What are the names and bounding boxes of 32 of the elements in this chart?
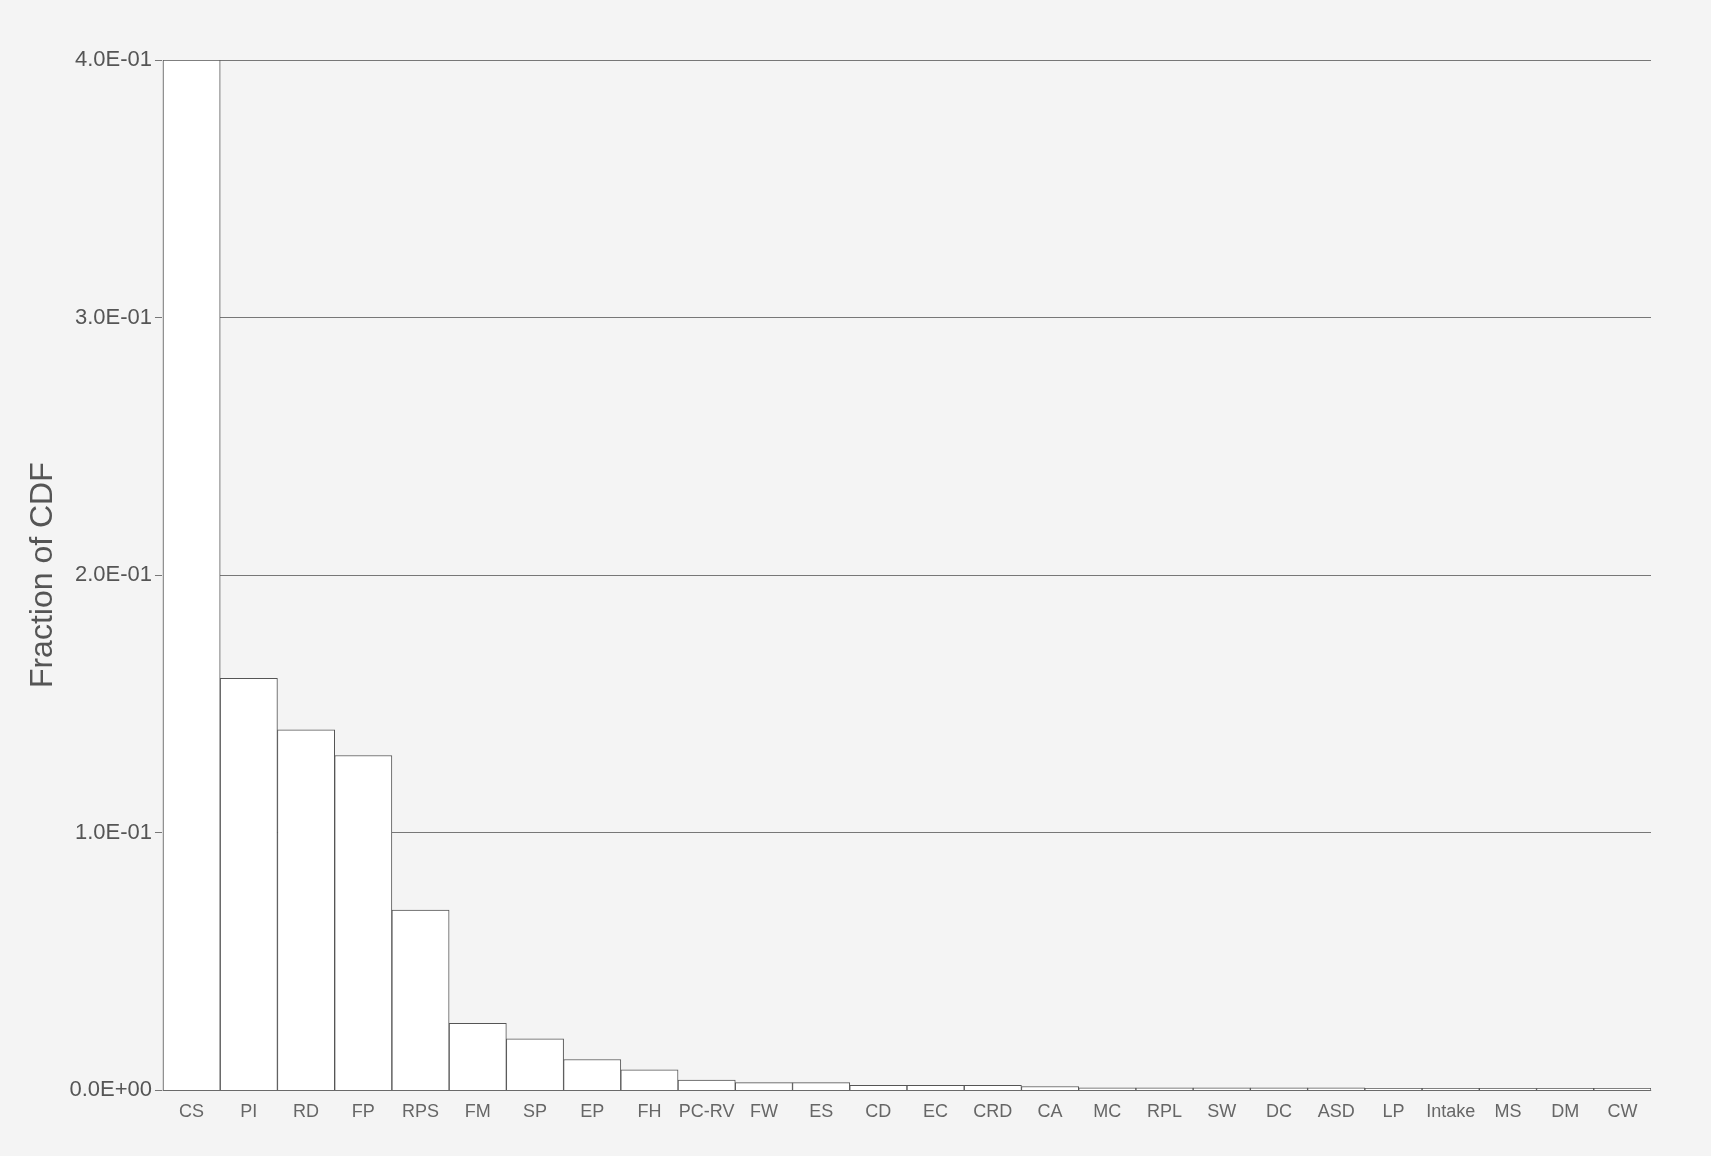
x-tick-label: FW bbox=[749, 1101, 778, 1122]
x-tick-label: ES bbox=[809, 1101, 834, 1122]
y-tick-label: 3.0E-01 bbox=[74, 303, 152, 329]
x-tick-label: Intake bbox=[1426, 1101, 1476, 1122]
x-tick-label: FM bbox=[464, 1101, 491, 1122]
x-tick-label: MC bbox=[1093, 1101, 1122, 1122]
x-tick-label: CW bbox=[1607, 1101, 1638, 1122]
x-tick-label: LP bbox=[1382, 1101, 1405, 1122]
x-tick-label: CD bbox=[865, 1101, 892, 1122]
x-tick-label: EP bbox=[580, 1101, 605, 1122]
x-tick-label: MS bbox=[1494, 1101, 1522, 1122]
x-tick-label: DC bbox=[1265, 1101, 1292, 1122]
x-tick-label: SP bbox=[522, 1101, 547, 1122]
y-tick-label: 1.0E-01 bbox=[74, 818, 152, 844]
y-tick-label: 0.0E+00 bbox=[69, 1076, 152, 1102]
x-tick-label: DM bbox=[1551, 1101, 1580, 1122]
x-tick-label: PC-RV bbox=[678, 1101, 735, 1122]
x-tick-label: CRD bbox=[973, 1101, 1013, 1122]
x-tick-label: RPS bbox=[402, 1101, 440, 1122]
x-tick-label: SW bbox=[1207, 1101, 1237, 1122]
x-tick-label: ASD bbox=[1317, 1101, 1355, 1122]
x-tick-label: EC bbox=[923, 1101, 949, 1122]
x-tick-label: CS bbox=[179, 1101, 205, 1122]
x-tick-label: FH bbox=[637, 1101, 662, 1122]
x-tick-label: RD bbox=[293, 1101, 320, 1122]
y-tick-label: 4.0E-01 bbox=[74, 46, 152, 72]
y-axis-title: Fraction of CDF bbox=[23, 462, 60, 689]
x-tick-label: PI bbox=[240, 1101, 258, 1122]
x-tick-label: FP bbox=[351, 1101, 375, 1122]
y-tick-label: 2.0E-01 bbox=[74, 561, 152, 587]
x-tick-label: CA bbox=[1037, 1101, 1063, 1122]
x-tick-label: RPL bbox=[1147, 1101, 1183, 1122]
